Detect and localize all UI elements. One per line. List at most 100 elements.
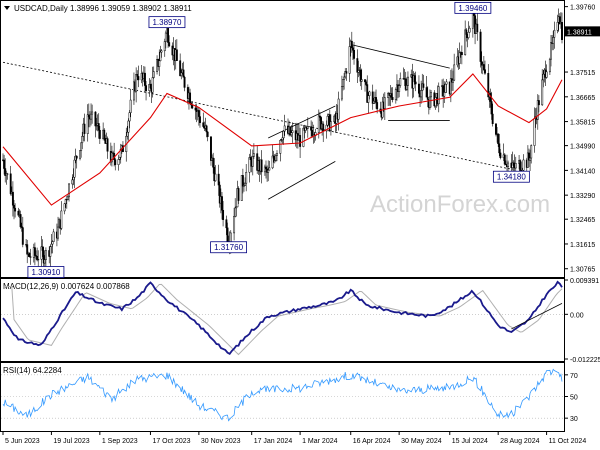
price-y-tick-label: 1.31615 [570,242,595,249]
candle-body [318,115,321,118]
candle-body [552,37,555,44]
rsi-panel-frame [0,362,565,432]
candle-body [226,227,229,242]
candle-body [212,157,215,168]
candle-body [110,152,113,163]
candle-body [64,199,67,204]
candle-body [291,130,294,133]
candle-body [152,71,155,78]
price-y-tick-label: 1.30765 [570,267,595,274]
price-panel: ActionForex.com 1.397601.389111.375151.3… [0,0,600,278]
price-annotation-box [454,1,492,14]
candle-body [453,64,456,81]
candle-body [514,163,517,169]
x-tick-label: 17 Jan 2024 [254,438,293,445]
candle-body [359,69,362,82]
candle-body [180,72,183,77]
candle-body [499,152,502,158]
candle-body [353,50,355,59]
candle-body [484,69,486,74]
candle-body [507,162,510,167]
candle-body [35,255,37,257]
candle-body [460,52,463,56]
moving-average-line [2,73,563,206]
candle-body [375,97,377,103]
candle-body [248,157,251,173]
candle-body [127,120,130,133]
candle-body [57,226,59,239]
macd-y-tick-label: -0.012225 [570,357,600,364]
candlesticks [2,5,563,272]
x-tick-label: 28 Aug 2024 [500,438,539,445]
candle-body [391,97,394,100]
candle-body [495,123,497,135]
macd-panel: MACD(12,26,9) 0.007624 0.007868 0.009391… [0,278,600,364]
candle-body [175,49,178,61]
symbol-ohlc-label: USDCAD,Daily 1.38996 1.39059 1.38902 1.3… [14,4,192,13]
candle-body [342,79,344,87]
candle-body [383,97,386,109]
candle-body [417,83,420,94]
candle-body [191,104,194,109]
candle-body [260,159,263,173]
candle-body [399,78,402,86]
candle-body [371,91,374,104]
candle-body [71,179,74,185]
candle-body [406,76,409,86]
candle-body [75,155,78,159]
candle-body [360,79,363,82]
rsi-lines [1,368,564,422]
candle-body [413,75,416,83]
candle-body [158,60,161,67]
price-annotation-label: 1.30910 [31,268,60,277]
candle-body [117,159,120,165]
candle-body [299,135,302,147]
candle-body [14,207,17,212]
trendline [350,44,450,69]
price-y-axis: 1.39760 1.38911 1.37515 1.36665 1.35815 1.349… [564,5,595,274]
candle-body [13,204,15,209]
candle-body [49,246,52,257]
macd-line [2,280,563,355]
dropdown-arrow-icon[interactable] [4,6,10,10]
candle-body [367,95,370,103]
candle-body [222,210,225,220]
chart-header: USDCAD,Daily 1.38996 1.39059 1.38902 1.3… [4,4,192,13]
watermark: ActionForex.com [370,191,550,218]
candle-body [390,93,393,98]
candle-body [556,22,559,31]
rsi-panel: RSI(14) 64.2284 70 50 30 [0,362,578,432]
candle-body [553,29,556,38]
candle-body [51,241,54,245]
candle-body [343,76,346,80]
candle-body [497,133,500,145]
candle-body [194,107,197,111]
candle-body [372,100,375,104]
candle-body [4,168,7,176]
candle-body [235,206,238,209]
rsi-y-tick-label: 50 [570,395,578,402]
x-tick-label: 1 Mar 2024 [302,438,338,445]
candle-body [5,173,8,176]
candle-body [548,58,551,73]
x-tick-label: 17 Oct 2023 [152,438,190,445]
x-tick-label: 5 Jun 2023 [5,438,40,445]
candle-body [79,150,81,159]
price-annotation-label: 1.31760 [214,243,243,252]
candle-body [351,47,354,51]
candle-body [503,154,506,165]
candle-body [279,140,282,154]
price-y-tick-label: 1.32465 [570,217,595,224]
candle-body [149,84,152,89]
candle-body [26,244,29,255]
candle-body [283,125,286,132]
candle-body [106,138,109,152]
candle-body [234,207,237,217]
candle-body [251,156,254,167]
candle-body [218,184,221,204]
trendline [268,105,336,139]
rsi-line [2,368,563,422]
candle-body [281,137,284,141]
candle-body [73,159,76,178]
candle-body [63,203,66,212]
